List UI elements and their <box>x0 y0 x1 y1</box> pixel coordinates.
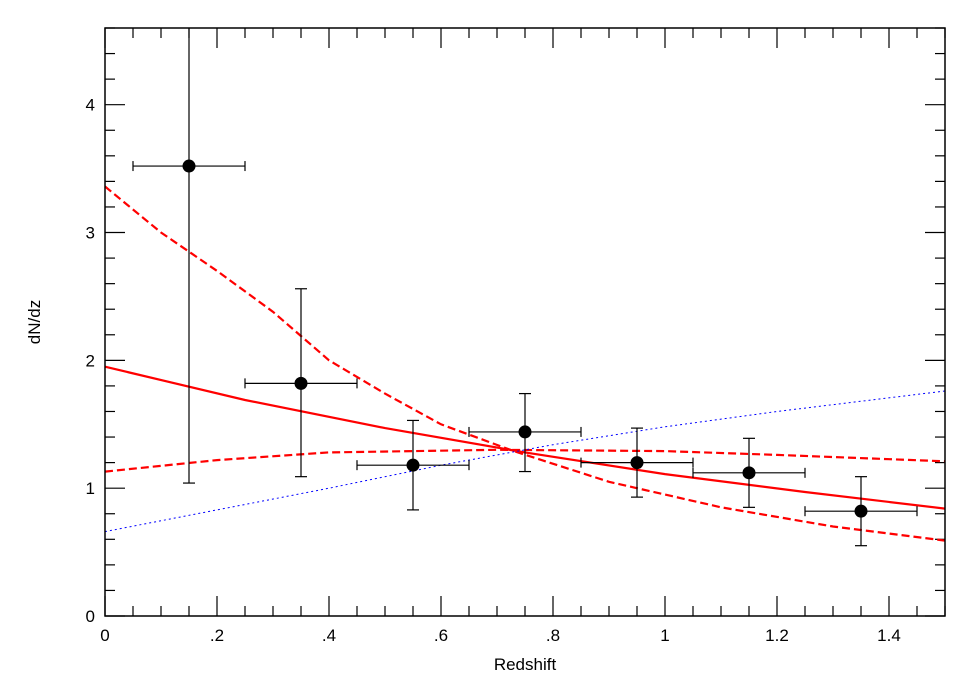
plot-frame <box>104 27 946 617</box>
x-tick-label: 1.2 <box>765 626 789 645</box>
data-marker <box>406 458 420 472</box>
curve-bound-flat <box>104 448 946 473</box>
x-tick-label: 0 <box>100 626 109 645</box>
y-tick-label: 4 <box>86 96 95 115</box>
x-tick-label: 1 <box>660 626 669 645</box>
y-tick-label: 3 <box>86 224 95 243</box>
y-tick-label: 2 <box>86 351 95 370</box>
data-marker <box>854 504 868 518</box>
data-marker <box>294 376 308 390</box>
data-marker <box>182 159 196 173</box>
x-tick-label: .4 <box>322 626 336 645</box>
curve-bound-steep <box>104 185 946 542</box>
data-point <box>132 28 246 484</box>
x-tick-label: .6 <box>434 626 448 645</box>
data-point <box>580 427 694 498</box>
data-marker <box>630 456 644 470</box>
x-tick-label: .8 <box>546 626 560 645</box>
y-tick-label: 1 <box>86 479 95 498</box>
data-point <box>468 392 582 473</box>
data-marker <box>742 466 756 480</box>
data-point <box>244 288 358 478</box>
data-marker <box>518 425 532 439</box>
x-axis-label: Redshift <box>494 655 557 674</box>
data-point <box>356 419 470 511</box>
y-tick-label: 0 <box>86 607 95 626</box>
data-point <box>692 437 806 508</box>
x-tick-label: .2 <box>210 626 224 645</box>
y-axis-label: dN/dz <box>25 300 44 344</box>
x-tick-label: 1.4 <box>877 626 901 645</box>
data-point <box>804 476 918 547</box>
